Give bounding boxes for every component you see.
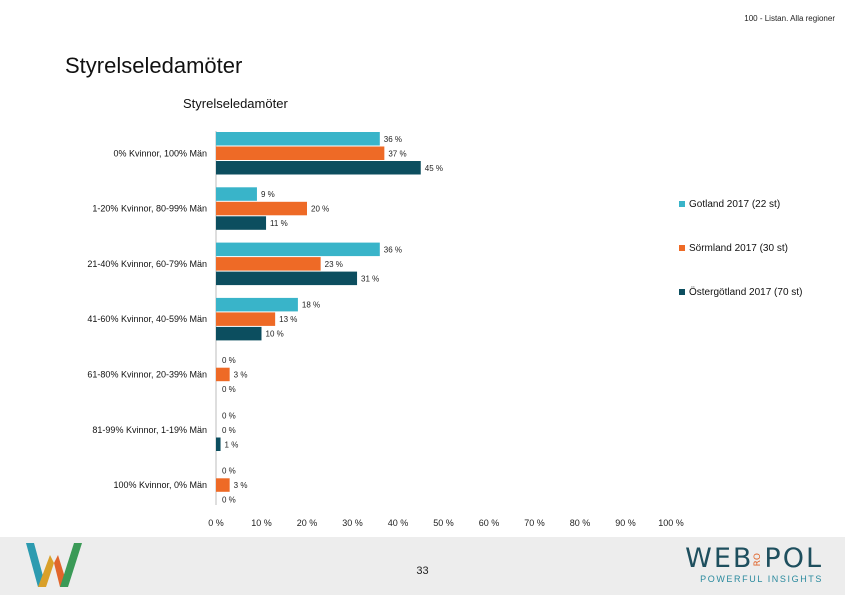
data-label: 0 % <box>222 356 236 365</box>
data-label: 31 % <box>361 274 379 283</box>
data-label: 0 % <box>222 385 236 394</box>
brand-name-right: POL <box>764 543 823 574</box>
bar-gotland-2017-22-st-0 <box>216 132 380 146</box>
bar-sterg-tland-2017-70-st-3 <box>216 326 262 341</box>
category-label: 41-60% Kvinnor, 40-59% Män <box>87 314 207 324</box>
data-label: 37 % <box>388 149 406 158</box>
footer-bar <box>0 537 845 595</box>
data-label: 36 % <box>384 135 402 144</box>
bar-gotland-2017-22-st-3 <box>216 297 298 312</box>
data-label: 0 % <box>222 426 236 435</box>
bar-s-rmland-2017-30-st-6 <box>216 478 230 492</box>
bar-sterg-tland-2017-70-st-0 <box>216 161 421 175</box>
bar-s-rmland-2017-30-st-2 <box>216 257 321 271</box>
bar-s-rmland-2017-30-st-4 <box>216 367 230 382</box>
webropol-logo: WEBROPOL POWERFUL INSIGHTS <box>685 543 823 585</box>
data-label: 0 % <box>222 411 236 420</box>
bar-sterg-tland-2017-70-st-5 <box>216 437 221 451</box>
data-label: 3 % <box>234 370 248 379</box>
legend-swatch <box>679 201 685 207</box>
brand-tagline: POWERFUL INSIGHTS <box>700 574 823 584</box>
w-logo-icon <box>26 543 82 587</box>
legend-swatch <box>679 245 685 251</box>
legend-label: Sörmland 2017 (30 st) <box>689 243 788 254</box>
category-label: 1-20% Kvinnor, 80-99% Män <box>92 204 207 214</box>
legend-label: Gotland 2017 (22 st) <box>689 199 780 210</box>
x-tick-label: 30 % <box>342 518 363 528</box>
page-title: Styrelseledamöter <box>65 53 243 78</box>
x-tick-label: 0 % <box>208 518 224 528</box>
data-label: 13 % <box>279 315 297 324</box>
data-label: 23 % <box>325 260 343 269</box>
x-tick-label: 80 % <box>570 518 591 528</box>
legend-label: Östergötland 2017 (70 st) <box>689 286 802 298</box>
data-label: 9 % <box>261 190 275 199</box>
bar-gotland-2017-22-st-1 <box>216 187 257 201</box>
data-label: 45 % <box>425 164 443 173</box>
x-tick-label: 40 % <box>388 518 409 528</box>
data-label: 11 % <box>270 219 288 228</box>
bar-s-rmland-2017-30-st-3 <box>216 312 276 326</box>
category-label: 21-40% Kvinnor, 60-79% Män <box>87 259 207 269</box>
bar-sterg-tland-2017-70-st-1 <box>216 216 267 230</box>
x-tick-label: 90 % <box>615 518 636 528</box>
brand-name-left: WEB <box>685 543 754 574</box>
category-label: 100% Kvinnor, 0% Män <box>113 480 207 490</box>
data-label: 0 % <box>222 467 236 476</box>
brand-name-mid: RO <box>753 552 764 567</box>
x-tick-label: 10 % <box>251 518 272 528</box>
data-label: 20 % <box>311 205 329 214</box>
chart-title: Styrelseledamöter <box>183 96 288 111</box>
x-tick-label: 50 % <box>433 518 454 528</box>
data-label: 36 % <box>384 245 402 254</box>
x-tick-label: 70 % <box>524 518 545 528</box>
data-label: 3 % <box>234 481 248 490</box>
page-number: 33 <box>416 565 429 577</box>
category-label: 61-80% Kvinnor, 20-39% Män <box>87 369 207 379</box>
bar-s-rmland-2017-30-st-1 <box>216 201 307 216</box>
x-tick-label: 100 % <box>658 518 684 528</box>
category-label: 0% Kvinnor, 100% Män <box>113 148 207 158</box>
header-note: 100 - Listan. Alla regioner <box>744 14 835 23</box>
data-label: 0 % <box>222 496 236 505</box>
bar-gotland-2017-22-st-2 <box>216 242 380 257</box>
data-label: 1 % <box>225 440 239 449</box>
x-tick-label: 60 % <box>479 518 500 528</box>
data-label: 18 % <box>302 301 320 310</box>
data-label: 10 % <box>266 330 284 339</box>
legend-swatch <box>679 289 685 295</box>
category-label: 81-99% Kvinnor, 1-19% Män <box>92 425 207 435</box>
bar-sterg-tland-2017-70-st-2 <box>216 271 358 286</box>
bar-chart: Styrelseledamöter 0% Kvinnor, 100% Män 36… <box>87 96 802 528</box>
x-tick-label: 20 % <box>297 518 318 528</box>
bar-s-rmland-2017-30-st-0 <box>216 146 385 160</box>
